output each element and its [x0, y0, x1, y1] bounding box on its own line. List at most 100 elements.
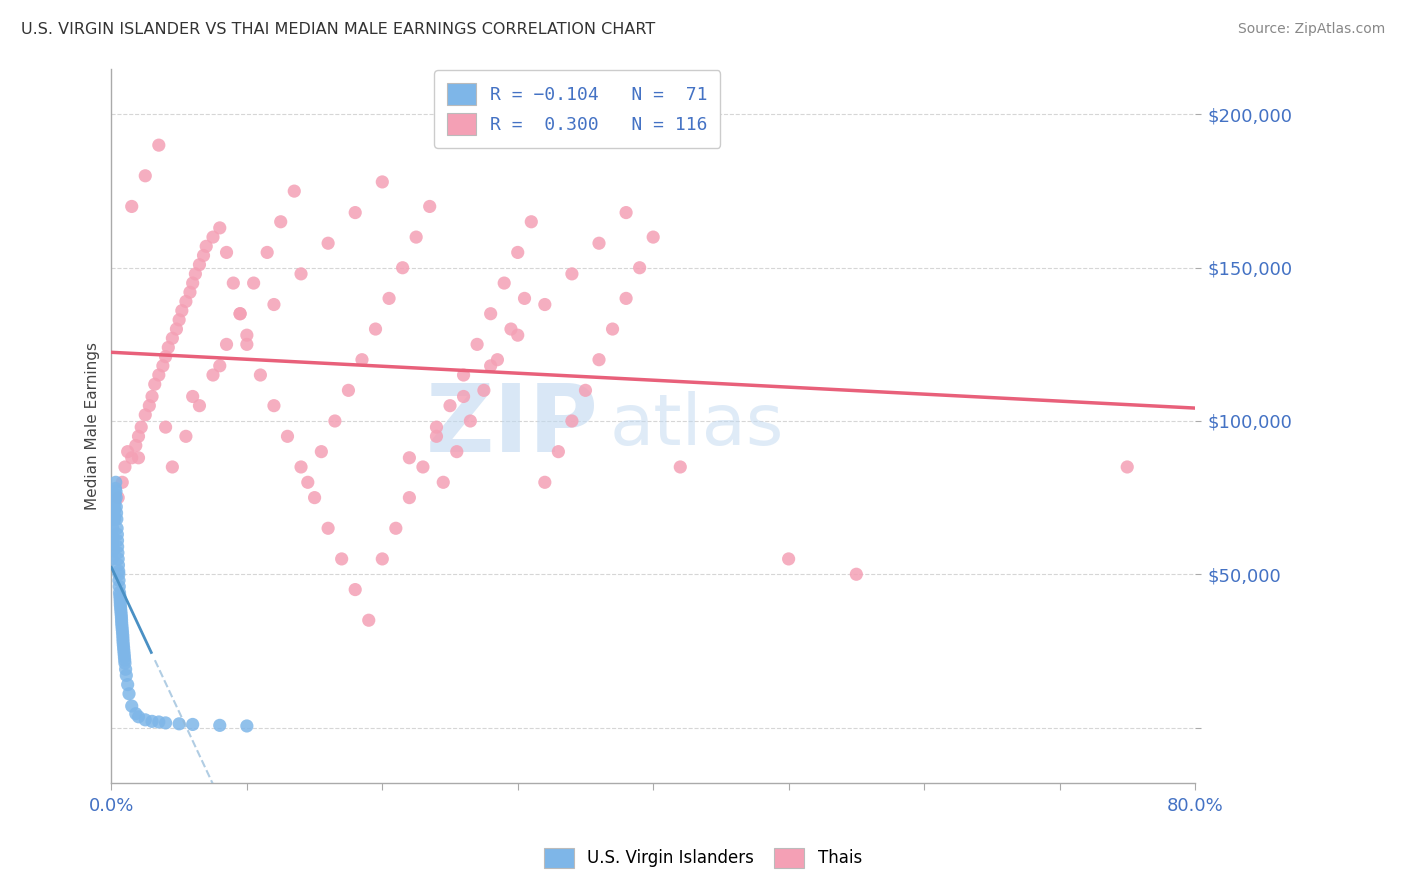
Point — [398, 450, 420, 465]
Point — [148, 138, 170, 153]
Point — [547, 444, 569, 458]
Point — [311, 444, 333, 458]
Point — [111, 623, 134, 637]
Point — [201, 230, 224, 244]
Point — [506, 245, 529, 260]
Point — [103, 542, 125, 557]
Point — [453, 389, 475, 403]
Point — [114, 662, 136, 676]
Point — [101, 521, 124, 535]
Point — [446, 444, 468, 458]
Point — [107, 564, 129, 578]
Point — [391, 260, 413, 275]
Point — [155, 350, 177, 364]
Point — [107, 546, 129, 560]
Point — [128, 710, 150, 724]
Point — [108, 574, 131, 588]
Point — [104, 482, 127, 496]
Point — [105, 521, 128, 535]
Point — [574, 384, 596, 398]
Point — [152, 359, 174, 373]
Point — [111, 616, 134, 631]
Point — [112, 640, 135, 655]
Point — [330, 552, 353, 566]
Point — [181, 389, 204, 403]
Point — [188, 258, 211, 272]
Point — [155, 420, 177, 434]
Point — [108, 567, 131, 582]
Point — [643, 230, 665, 244]
Point — [105, 491, 128, 505]
Point — [103, 491, 125, 505]
Point — [561, 414, 583, 428]
Point — [107, 558, 129, 572]
Point — [290, 460, 312, 475]
Point — [419, 199, 441, 213]
Point — [229, 307, 252, 321]
Point — [103, 497, 125, 511]
Point — [105, 484, 128, 499]
Point — [412, 460, 434, 475]
Point — [110, 595, 132, 609]
Text: atlas: atlas — [610, 391, 785, 460]
Point — [316, 521, 339, 535]
Point — [350, 352, 373, 367]
Point — [105, 500, 128, 514]
Point — [371, 552, 394, 566]
Point — [143, 377, 166, 392]
Point — [110, 610, 132, 624]
Point — [105, 506, 128, 520]
Point — [167, 313, 190, 327]
Point — [138, 399, 160, 413]
Point — [236, 719, 259, 733]
Point — [276, 429, 298, 443]
Point — [614, 292, 637, 306]
Point — [439, 399, 461, 413]
Point — [170, 303, 193, 318]
Point — [108, 589, 131, 603]
Point — [520, 215, 543, 229]
Point — [111, 625, 134, 640]
Point — [107, 533, 129, 548]
Point — [181, 276, 204, 290]
Point — [188, 399, 211, 413]
Point — [117, 444, 139, 458]
Point — [208, 718, 231, 732]
Point — [108, 591, 131, 606]
Point — [1116, 460, 1139, 475]
Point — [249, 368, 271, 382]
Point — [107, 552, 129, 566]
Point — [494, 276, 516, 290]
Point — [283, 184, 305, 198]
Point — [103, 500, 125, 514]
Point — [110, 598, 132, 612]
Point — [229, 307, 252, 321]
Point — [112, 638, 135, 652]
Point — [141, 389, 163, 403]
Point — [184, 267, 207, 281]
Point — [297, 475, 319, 490]
Point — [121, 699, 143, 714]
Point — [134, 713, 156, 727]
Point — [128, 450, 150, 465]
Point — [111, 628, 134, 642]
Point — [107, 540, 129, 554]
Point — [162, 331, 184, 345]
Text: U.S. VIRGIN ISLANDER VS THAI MEDIAN MALE EARNINGS CORRELATION CHART: U.S. VIRGIN ISLANDER VS THAI MEDIAN MALE… — [21, 22, 655, 37]
Point — [845, 567, 868, 582]
Point — [104, 475, 127, 490]
Point — [405, 230, 427, 244]
Point — [101, 552, 124, 566]
Point — [208, 359, 231, 373]
Point — [453, 368, 475, 382]
Point — [628, 260, 651, 275]
Point — [479, 307, 502, 321]
Point — [112, 644, 135, 658]
Point — [110, 601, 132, 615]
Point — [181, 717, 204, 731]
Point — [432, 475, 454, 490]
Point — [669, 460, 692, 475]
Legend: R = −0.104   N =  71, R =  0.300   N = 116: R = −0.104 N = 71, R = 0.300 N = 116 — [434, 70, 720, 148]
Point — [460, 414, 482, 428]
Point — [121, 199, 143, 213]
